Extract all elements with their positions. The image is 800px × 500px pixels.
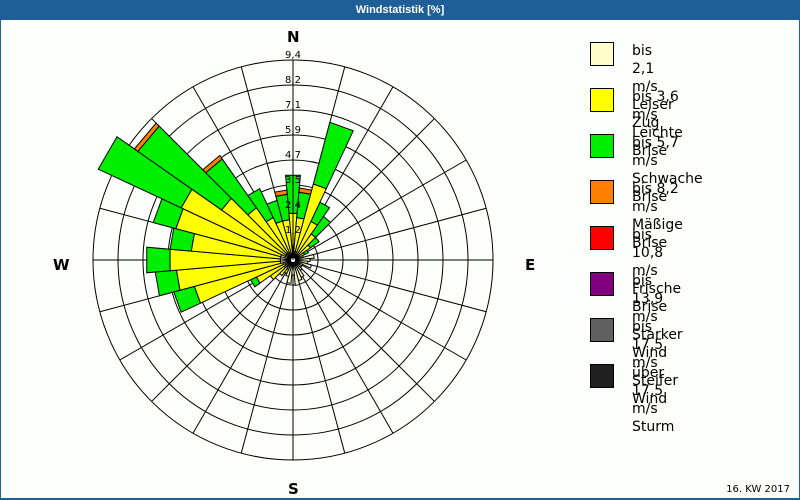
ring-label: 1,2 (285, 225, 301, 236)
wind-sector (133, 122, 160, 153)
legend-label: bis 3,6 m/s Leichte Brise (632, 89, 683, 159)
wind-sector (247, 187, 274, 223)
legend-label: bis 2,1 m/s Leiser Zug (632, 43, 674, 131)
wind-sector (307, 236, 320, 249)
ring-label: 3,5 (285, 175, 301, 186)
wind-bars (97, 121, 354, 313)
wind-sector (201, 154, 223, 174)
legend-swatch (590, 272, 614, 296)
legend-label: über 17,5 m/s Sturm (632, 365, 675, 435)
ring-label: 5,9 (285, 125, 301, 136)
legend-swatch (590, 226, 614, 250)
legend-swatch (590, 180, 614, 204)
compass-west: W (53, 256, 70, 274)
ring-label: 7,1 (285, 100, 301, 111)
legend-swatch (590, 364, 614, 388)
legend-swatch (590, 318, 614, 342)
compass-south: S (288, 480, 299, 498)
ring-label: 2,4 (285, 200, 301, 211)
legend-label: bis 10,8 m/s Frische Brise (632, 227, 682, 315)
bottom-border (0, 498, 800, 500)
legend-label: bis 17,5 m/s Steifer Wind (632, 319, 679, 407)
ring-labels: 1,2 2,4 3,5 4,7 5,9 7,1 8,2 9,4 (285, 50, 301, 236)
legend-label: bis 5,7 m/s Schwache Brise (632, 135, 703, 205)
wind-sector (146, 246, 171, 274)
chart-title: Windstatistik [%] (0, 0, 800, 20)
wind-sector (310, 201, 331, 226)
wind-sector (312, 121, 354, 190)
legend-label: bis 8,2 m/s Mäßige Brise (632, 181, 683, 251)
wind-sector (97, 136, 193, 209)
wind-sector (302, 249, 310, 256)
legend-label: bis 13,9 m/s Starker Wind (632, 273, 683, 361)
compass-east: E (525, 256, 536, 274)
wind-sector (274, 189, 288, 197)
ring-label: 4,7 (285, 150, 301, 161)
ring-label: 8,2 (285, 75, 301, 86)
ring-label: 9,4 (285, 50, 301, 61)
period-label: 16. KW 2017 (726, 484, 790, 495)
wind-sector (310, 215, 332, 239)
legend-swatch (590, 42, 614, 66)
compass-north: N (287, 28, 300, 46)
legend-swatch (590, 88, 614, 112)
legend-swatch (590, 134, 614, 158)
axis-lines (289, 60, 297, 264)
